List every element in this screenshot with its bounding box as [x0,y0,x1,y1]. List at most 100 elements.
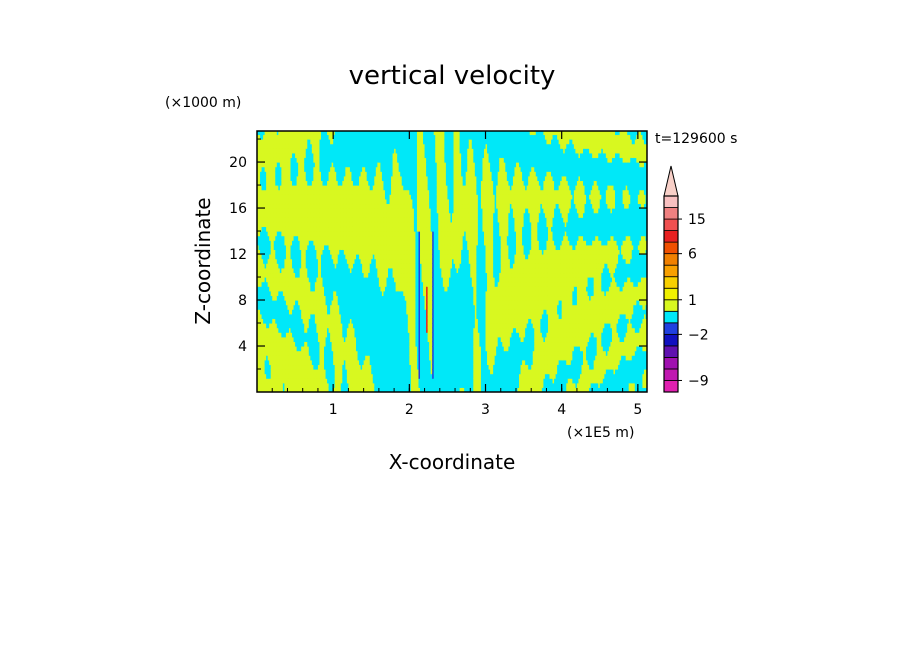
contour-cell [273,382,276,389]
contour-cell [284,258,287,264]
contour-cell [272,171,275,177]
contour-cell [258,240,261,246]
contour-cell [267,139,270,145]
contour-cell [273,208,276,214]
contour-cell [257,341,260,347]
contour-cell [260,336,263,343]
contour-cell [279,281,282,287]
contour-cell [260,217,263,223]
contour-cell [290,369,293,375]
contour-cell [281,313,284,320]
contour-cell [267,318,270,324]
contour-cell [285,313,289,320]
contour-cell [272,258,275,264]
contour-cell [276,131,279,136]
contour-cell [298,304,301,310]
contour-cell [302,194,305,200]
contour-cell [292,134,295,140]
contour-cell [270,290,273,297]
contour-cell [290,152,293,159]
contour-cell [279,369,282,375]
contour-cell [273,189,276,195]
contour-cell [260,341,263,347]
contour-cell [301,157,304,163]
contour-cell [288,171,292,177]
contour-cell [281,387,284,392]
contour-cell [298,341,301,347]
contour-cell [267,332,270,338]
contour-cell [295,185,298,191]
contour-cell [270,313,273,320]
contour-cell [275,277,278,283]
contour-cell [301,217,304,223]
contour-cell [276,175,279,182]
contour-cell [293,162,296,168]
contour-cell [257,180,260,186]
contour-cell [264,180,267,186]
contour-cell [270,221,273,228]
contour-cell [285,157,289,163]
contour-cell [276,143,279,149]
contour-cell [287,148,290,154]
contour-cell [295,355,298,361]
contour-cell [301,359,304,366]
contour-cell [260,189,263,195]
contour-cell [288,346,292,352]
contour-cell [281,300,284,306]
contour-cell [275,244,278,251]
contour-cell [279,221,282,228]
contour-cell [269,203,272,209]
contour-cell [287,341,290,347]
contour-cell [290,350,293,356]
contour-cell [263,309,266,315]
contour-cell [301,309,304,315]
contour-cell [264,254,267,260]
contour-cell [299,235,302,241]
contour-cell [282,355,286,361]
contour-cell [282,350,286,356]
contour-cell [275,208,278,214]
contour-cell [298,139,301,145]
contour-cell [263,208,266,214]
contour-cell [267,323,270,329]
contour-cell [293,378,296,384]
contour-cell [263,231,266,237]
contour-cell [285,131,289,136]
contour-cell [269,300,272,306]
contour-cell [302,235,305,241]
contour-cell [260,254,263,260]
contour-cell [298,212,301,218]
contour-cell [284,369,287,375]
contour-cell [257,332,260,338]
contour-cell [257,148,260,154]
contour-cell [278,341,281,347]
contour-cell [269,332,272,338]
contour-cell [284,378,287,384]
contour-cell [288,180,292,186]
contour-cell [290,194,293,200]
contour-cell [258,382,261,389]
contour-cell [273,364,276,370]
contour-cell [270,185,273,191]
contour-cell [264,373,267,379]
contour-cell [290,166,293,172]
contour-cell [261,286,264,292]
contour-cell [275,258,278,264]
contour-cell [276,382,279,389]
contour-cell [299,162,302,168]
contour-cell [288,295,292,301]
contour-cell [288,318,292,324]
contour-cell [301,267,304,274]
contour-cell [261,272,264,278]
contour-cell [269,148,272,154]
contour-cell [269,226,272,232]
contour-cell [266,364,269,370]
contour-cell [282,139,286,145]
contour-cell [281,355,284,361]
contour-cell [304,378,307,384]
contour-cell [304,350,307,356]
contour-cell [264,300,267,306]
contour-cell [285,212,289,218]
contour-cell [302,332,305,338]
